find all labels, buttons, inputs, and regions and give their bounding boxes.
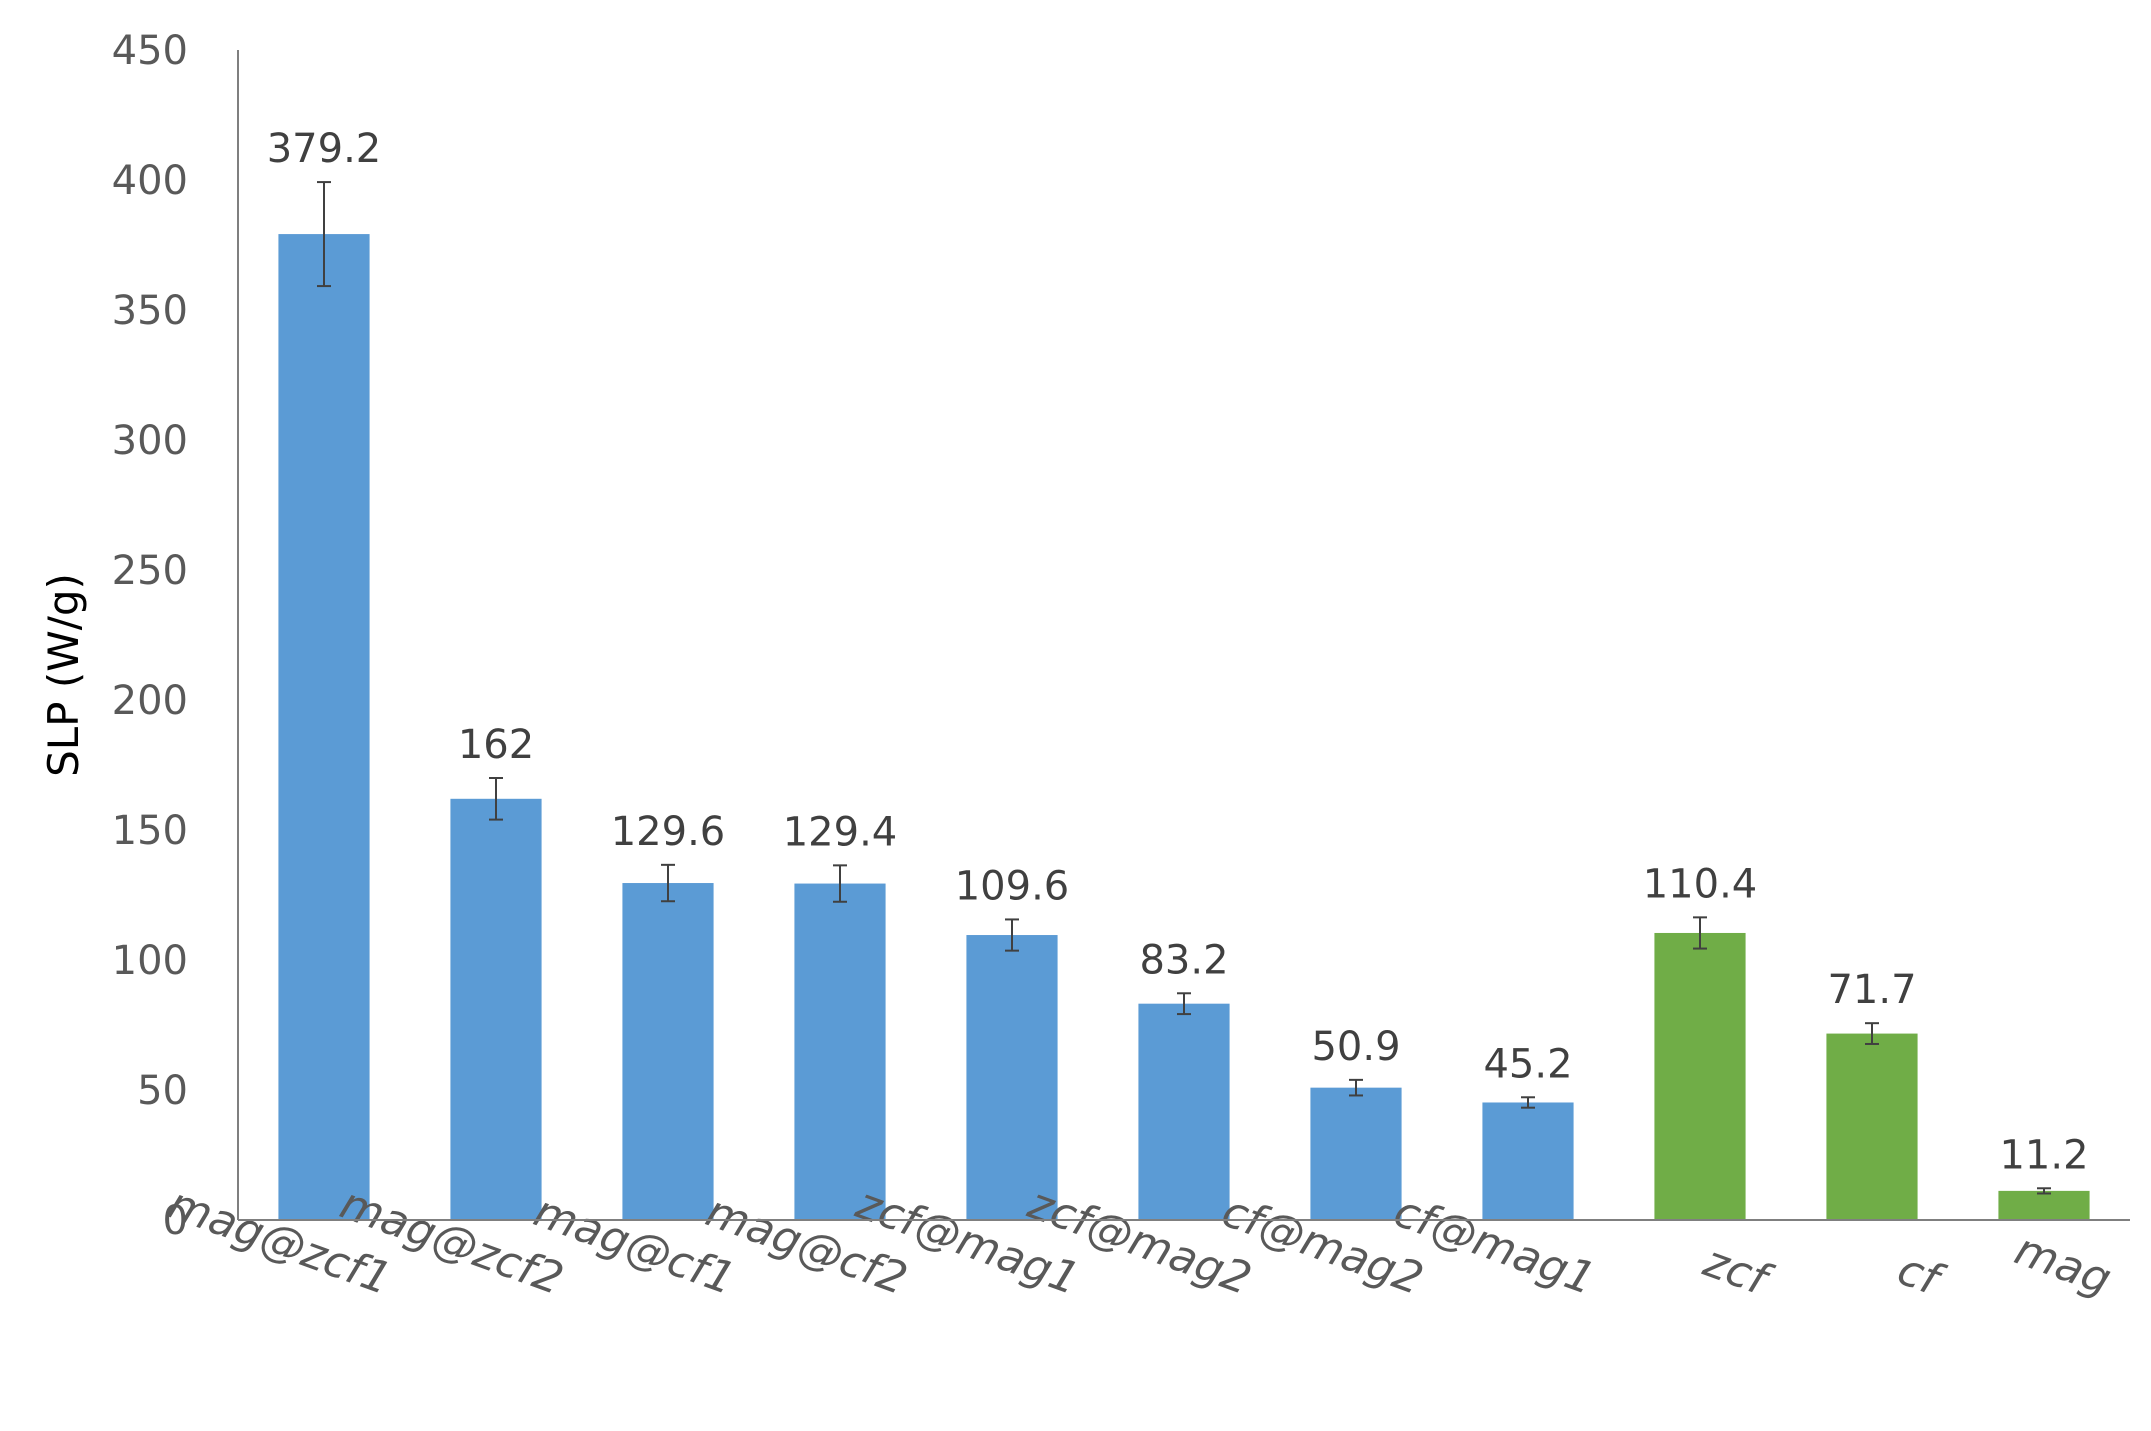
data-label: 129.4	[783, 809, 898, 855]
data-label: 162	[458, 722, 534, 768]
error-bars	[317, 181, 2051, 1195]
y-tick-label: 200	[112, 678, 188, 724]
data-label: 45.2	[1483, 1041, 1572, 1087]
bar-cf@mag1	[1482, 1102, 1574, 1220]
error-bar	[661, 863, 675, 903]
error-bar	[1005, 918, 1019, 952]
data-label: 50.9	[1311, 1024, 1400, 1070]
data-label: 71.7	[1827, 967, 1916, 1013]
category-label: cf	[1891, 1244, 1952, 1308]
bar-zcf@mag1	[966, 935, 1058, 1220]
category-label: mag	[2008, 1224, 2117, 1305]
bar-zcf	[1654, 932, 1746, 1220]
y-tick-label: 100	[112, 938, 188, 984]
bar-mag@zcf1	[278, 234, 370, 1220]
data-label: 83.2	[1139, 937, 1228, 983]
bar-mag	[1998, 1190, 2090, 1220]
error-bar	[1865, 1022, 1879, 1045]
y-axis-ticks: 0 50 100 150 200 250 300 350 400 450	[112, 28, 188, 1244]
bar-mag@zcf2	[450, 798, 542, 1220]
error-bar	[1693, 916, 1707, 950]
bar-cf	[1826, 1033, 1918, 1220]
bar-mag@cf2	[794, 883, 886, 1220]
bars	[278, 234, 2090, 1220]
y-tick-label: 300	[112, 418, 188, 464]
data-label: 379.2	[267, 126, 382, 172]
bar-zcf@mag2	[1138, 1003, 1230, 1220]
y-tick-label: 450	[112, 28, 188, 74]
y-tick-label: 50	[137, 1068, 188, 1114]
error-bar	[489, 777, 503, 821]
error-bar	[1349, 1078, 1363, 1097]
error-bar	[317, 181, 331, 288]
data-labels: 379.2 162 129.6 129.4 109.6 83.2 50.9 45.2 110.4…	[267, 126, 2089, 1178]
category-label: zcf	[1696, 1236, 1779, 1308]
data-label: 11.2	[1999, 1132, 2088, 1178]
y-tick-label: 350	[112, 288, 188, 334]
y-tick-label: 400	[112, 158, 188, 204]
y-tick-label: 0	[163, 1198, 188, 1244]
bar-cf@mag2	[1310, 1087, 1402, 1220]
y-axis-title: SLP (W/g)	[39, 573, 88, 777]
y-tick-label: 150	[112, 808, 188, 854]
error-bar	[833, 864, 847, 903]
y-tick-label: 250	[112, 548, 188, 594]
error-bar	[1521, 1096, 1535, 1109]
data-label: 109.6	[955, 863, 1070, 909]
data-label: 129.6	[611, 809, 726, 855]
error-bar	[1177, 992, 1191, 1016]
error-bar	[2037, 1187, 2051, 1195]
bar-mag@cf1	[622, 883, 714, 1220]
data-label: 110.4	[1643, 861, 1758, 907]
